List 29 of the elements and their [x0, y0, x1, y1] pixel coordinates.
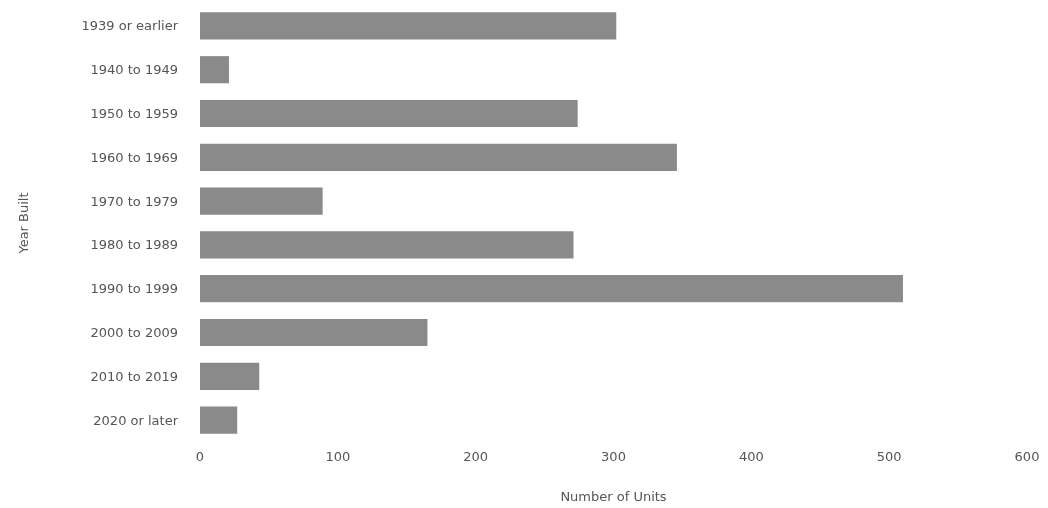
y-tick-label: 1950 to 1959 [90, 106, 178, 121]
y-tick-label: 1960 to 1969 [90, 149, 178, 165]
y-tick-label: 1940 to 1949 [90, 62, 178, 78]
y-tick-label: 2010 to 2019 [90, 368, 178, 384]
x-tick-label: 100 [325, 449, 351, 464]
y-tick-label: 1990 to 1999 [90, 281, 178, 297]
x-tick-label: 600 [1014, 449, 1040, 464]
x-tick-label: 300 [601, 449, 626, 464]
y-tick-label: 2020 or later [93, 412, 179, 428]
bar [200, 406, 238, 434]
bar [200, 56, 229, 84]
bar [200, 362, 260, 390]
x-axis-title: Number of Units [560, 489, 667, 504]
bar [200, 318, 428, 347]
bar [200, 12, 617, 40]
x-tick-label: 400 [738, 449, 764, 464]
x-tick-label: 0 [195, 449, 205, 464]
y-tick-label: 2000 to 2009 [90, 325, 178, 340]
bar [200, 187, 323, 215]
x-tick-label: 200 [463, 449, 489, 464]
y-tick-label: 1980 to 1989 [90, 237, 178, 253]
bar [200, 99, 578, 128]
bar [200, 231, 574, 259]
bar [200, 143, 677, 171]
y-tick-label: 1970 to 1979 [90, 193, 178, 209]
bar [200, 275, 903, 303]
y-axis-title: Year Built [16, 192, 31, 255]
y-tick-label: 1939 or earlier [81, 18, 179, 34]
x-tick-label: 500 [876, 449, 902, 464]
